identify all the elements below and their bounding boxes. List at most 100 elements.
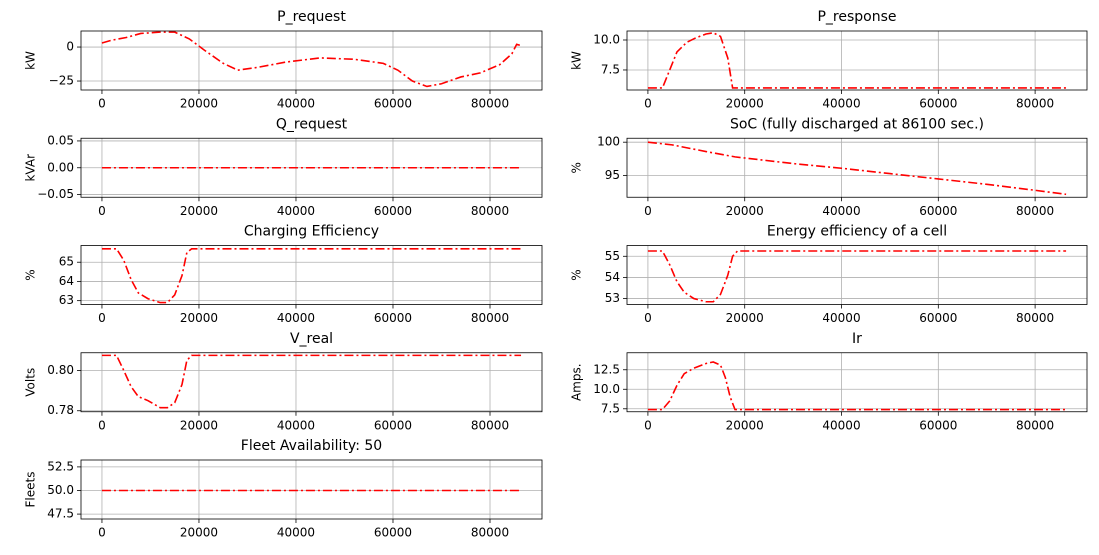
y-tick-label: 63 (59, 293, 74, 307)
axes-frame (626, 245, 1088, 305)
y-axis-label: Amps. (570, 363, 584, 401)
x-tick-label: 20000 (180, 526, 218, 540)
x-tick-label: 80000 (1016, 97, 1054, 111)
x-tick-label: 40000 (822, 311, 860, 325)
x-tick-label: 20000 (180, 204, 218, 218)
y-tick-label: 55 (605, 249, 620, 263)
x-tick-label: 40000 (277, 97, 315, 111)
x-tick-label: 20000 (180, 97, 218, 111)
x-tick-label: 0 (98, 204, 106, 218)
x-tick-label: 60000 (919, 97, 957, 111)
chart-title: P_response (817, 9, 896, 25)
y-axis-label: Fleets (24, 472, 38, 508)
y-axis-label: kW (24, 51, 38, 70)
x-tick-label: 20000 (726, 418, 764, 432)
x-tick-label: 40000 (822, 204, 860, 218)
y-axis-label: % (570, 162, 584, 173)
x-tick-label: 0 (644, 204, 652, 218)
axes-frame (80, 137, 543, 198)
x-tick-label: 60000 (374, 526, 412, 540)
x-tick-label: 0 (98, 418, 106, 432)
data-line (101, 354, 522, 409)
x-tick-label: 20000 (726, 311, 764, 325)
y-tick-label: 47.5 (47, 507, 74, 521)
x-tick-label: 60000 (919, 311, 957, 325)
x-tick-label: 0 (644, 418, 652, 432)
y-axis-label: kVAr (24, 154, 38, 182)
y-tick-label: 7.5 (601, 401, 620, 415)
x-tick-label: 20000 (726, 97, 764, 111)
y-tick-label: 0.80 (47, 363, 74, 377)
data-line (647, 250, 1067, 303)
y-tick-label: 0.78 (47, 403, 74, 417)
y-tick-label: 50.0 (47, 483, 74, 497)
y-tick-label: 64 (59, 274, 74, 288)
y-tick-label: 12.5 (593, 362, 620, 376)
x-tick-label: 40000 (277, 311, 315, 325)
x-tick-label: 40000 (822, 418, 860, 432)
x-tick-label: 40000 (277, 418, 315, 432)
x-tick-label: 0 (644, 311, 652, 325)
chart-title: Fleet Availability: 50 (241, 438, 382, 454)
x-tick-label: 80000 (471, 418, 509, 432)
y-axis-label: kW (570, 51, 584, 70)
x-tick-label: 40000 (277, 204, 315, 218)
y-tick-label: 54 (605, 270, 620, 284)
y-tick-label: 0.05 (47, 133, 74, 147)
chart-title: P_request (277, 9, 346, 25)
data-line (647, 141, 1067, 196)
x-tick-label: 80000 (471, 97, 509, 111)
x-tick-label: 0 (98, 311, 106, 325)
data-line (647, 31, 1067, 89)
y-tick-label: 95 (605, 168, 620, 182)
x-tick-label: 80000 (471, 204, 509, 218)
chart-title: Charging Efficiency (244, 224, 379, 240)
y-tick-label: 7.5 (601, 62, 620, 76)
axes-frame (626, 30, 1088, 91)
y-tick-label: 10.0 (593, 32, 620, 46)
data-line (101, 247, 522, 304)
data-line (101, 31, 522, 88)
y-tick-label: 100 (597, 135, 620, 149)
axes-frame (80, 30, 543, 91)
x-tick-label: 60000 (374, 97, 412, 111)
y-tick-label: −0.05 (37, 187, 74, 201)
x-tick-label: 60000 (919, 204, 957, 218)
x-tick-label: 20000 (726, 204, 764, 218)
x-tick-label: 0 (644, 97, 652, 111)
y-tick-label: 53 (605, 291, 620, 305)
axes-frame (626, 137, 1088, 198)
x-tick-label: 60000 (374, 311, 412, 325)
axes-frame (80, 459, 543, 520)
x-tick-label: 20000 (180, 311, 218, 325)
axes-frame (626, 352, 1088, 413)
x-tick-label: 60000 (374, 204, 412, 218)
chart-title: Q_request (276, 116, 348, 132)
x-tick-label: 40000 (277, 526, 315, 540)
x-tick-label: 80000 (471, 311, 509, 325)
x-tick-label: 80000 (1016, 311, 1054, 325)
y-tick-label: −25 (49, 74, 74, 88)
x-tick-label: 80000 (471, 526, 509, 540)
axes-frame (80, 352, 543, 413)
chart-title: Energy efficiency of a cell (767, 224, 947, 240)
x-tick-label: 20000 (180, 418, 218, 432)
chart-title: Ir (852, 331, 862, 347)
chart-title: V_real (290, 331, 333, 347)
y-tick-label: 0 (66, 40, 74, 54)
x-tick-label: 0 (98, 97, 106, 111)
y-axis-label: % (24, 269, 38, 280)
y-axis-label: % (570, 269, 584, 280)
x-tick-label: 40000 (822, 97, 860, 111)
y-tick-label: 10.0 (593, 382, 620, 396)
chart-title: SoC (fully discharged at 86100 sec.) (730, 116, 984, 132)
y-axis-label: Volts (24, 368, 38, 397)
x-tick-label: 60000 (374, 418, 412, 432)
y-tick-label: 0.00 (47, 160, 74, 174)
x-tick-label: 80000 (1016, 204, 1054, 218)
data-line (647, 361, 1067, 411)
x-tick-label: 60000 (919, 418, 957, 432)
y-tick-label: 65 (59, 255, 74, 269)
x-tick-label: 80000 (1016, 418, 1054, 432)
